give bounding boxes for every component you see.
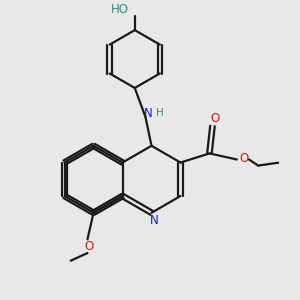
Text: N: N [150,214,159,227]
Text: HO: HO [111,3,129,16]
Text: O: O [210,112,219,125]
Text: H: H [156,108,164,118]
Text: O: O [239,152,248,165]
Text: O: O [84,241,94,254]
Text: N: N [144,107,153,120]
